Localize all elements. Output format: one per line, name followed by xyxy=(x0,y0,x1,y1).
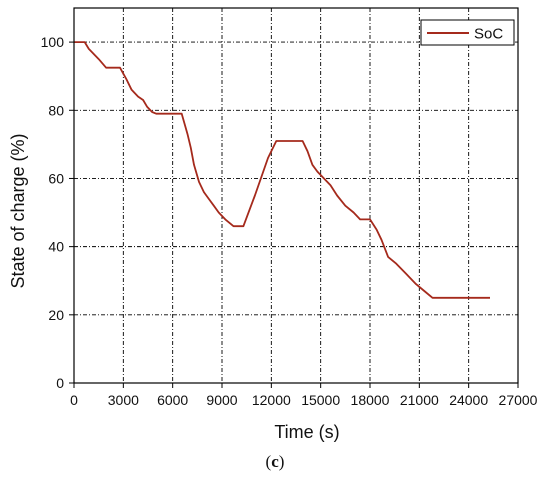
x-tick-label: 3000 xyxy=(108,392,139,408)
series-layer xyxy=(74,41,490,299)
legend: SoC xyxy=(420,19,515,46)
x-tick-label: 0 xyxy=(70,392,78,408)
x-tick-label: 6000 xyxy=(157,392,188,408)
y-tick-label: 20 xyxy=(48,307,64,323)
x-tick-label: 21000 xyxy=(400,392,439,408)
grid-lines xyxy=(74,8,518,383)
y-tick-label: 80 xyxy=(48,102,64,118)
y-tick-label: 40 xyxy=(48,239,64,255)
x-axis-label: Time (s) xyxy=(274,422,339,442)
x-tick-label: 24000 xyxy=(449,392,488,408)
legend-label-soc: SoC xyxy=(474,26,503,43)
x-axis-ticks: 0 3000 6000 9000 12000 15000 18000 21000 24000 27… xyxy=(70,383,538,408)
y-tick-label: 0 xyxy=(56,375,64,391)
series-line-soc xyxy=(74,41,490,299)
y-tick-label: 100 xyxy=(41,34,65,50)
x-tick-label: 9000 xyxy=(206,392,237,408)
x-tick-label: 18000 xyxy=(351,392,390,408)
plot-frame xyxy=(73,7,519,384)
soc-chart: 0 3000 6000 9000 12000 15000 18000 21000 24000 27… xyxy=(0,0,550,452)
x-tick-label: 27000 xyxy=(499,392,538,408)
x-tick-label: 15000 xyxy=(301,392,340,408)
y-axis-label: State of charge (%) xyxy=(8,133,28,288)
y-tick-label: 60 xyxy=(48,170,64,186)
figure-caption: (c) xyxy=(265,452,285,471)
x-tick-label: 12000 xyxy=(252,392,291,408)
chart-background xyxy=(0,0,550,452)
y-axis-ticks: 0 20 40 60 80 100 xyxy=(41,34,74,391)
